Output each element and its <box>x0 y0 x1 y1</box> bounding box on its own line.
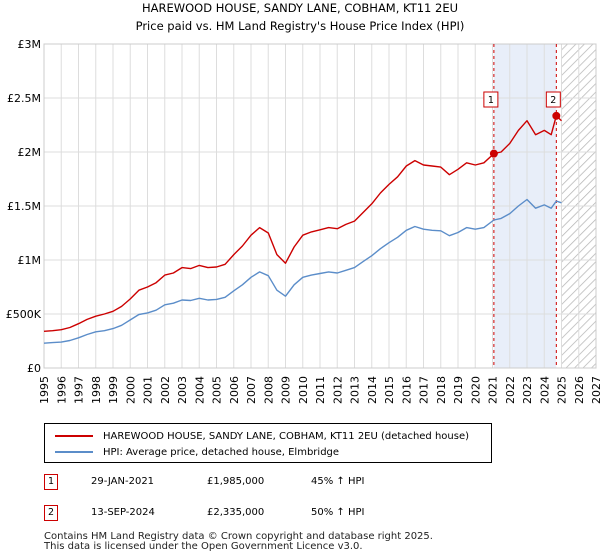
legend-label-hpi: HPI: Average price, detached house, Elmb… <box>103 446 340 458</box>
legend-swatch-hpi <box>55 451 93 453</box>
price-chart: HAREWOOD HOUSE, SANDY LANE, COBHAM, KT11… <box>6 1 600 404</box>
sale-point-1 <box>489 149 498 158</box>
x-tick-label: 2001 <box>142 376 155 404</box>
x-tick-label: 2026 <box>573 376 586 404</box>
x-tick-label: 2005 <box>211 376 224 404</box>
legend-item-hpi: HPI: Average price, detached house, Elmb… <box>55 445 339 459</box>
chart-subtitle: Price paid vs. HM Land Registry's House … <box>136 19 465 33</box>
x-tick-label: 2023 <box>521 376 534 404</box>
x-tick-label: 2025 <box>556 376 569 404</box>
sale-price-2: £2,335,000 <box>207 507 265 518</box>
legend-swatch-price <box>55 435 93 437</box>
x-tick-label: 2002 <box>159 376 172 404</box>
x-tick-label: 2004 <box>193 376 206 404</box>
x-tick-label: 1996 <box>55 376 68 404</box>
chart-title: HAREWOOD HOUSE, SANDY LANE, COBHAM, KT11… <box>142 1 458 15</box>
x-tick-label: 2024 <box>538 376 551 404</box>
x-tick-label: 2010 <box>297 376 310 404</box>
x-tick-label: 2011 <box>314 376 327 404</box>
sale-date-2: 13-SEP-2024 <box>91 507 155 518</box>
sale-row-1: 1 29-JAN-2021 £1,985,000 45% ↑ HPI <box>44 474 564 492</box>
x-tick-label: 2021 <box>487 376 500 404</box>
sale-hpi-2: 50% ↑ HPI <box>311 507 365 518</box>
price-series-line <box>43 115 562 332</box>
legend-label-price: HAREWOOD HOUSE, SANDY LANE, COBHAM, KT11… <box>103 430 470 442</box>
y-tick-label: £2.5M <box>7 92 41 105</box>
sale-point-2 <box>552 111 561 120</box>
y-tick-label: £500K <box>6 308 42 321</box>
x-tick-label: 1998 <box>90 376 103 404</box>
y-tick-label: £1M <box>18 254 42 267</box>
sale-date-1: 29-JAN-2021 <box>91 476 155 487</box>
footer-line-1: Contains HM Land Registry data © Crown c… <box>44 531 433 542</box>
x-tick-label: 1995 <box>38 376 51 404</box>
x-tick-label: 2003 <box>176 376 189 404</box>
sale-label-box-2 <box>545 91 561 108</box>
footer: Contains HM Land Registry data © Crown c… <box>44 532 433 552</box>
footer-line-2: This data is licensed under the Open Gov… <box>44 541 363 552</box>
sale-badge-2: 2 <box>44 505 58 521</box>
plot-border <box>43 43 597 369</box>
x-tick-label: 2020 <box>469 376 482 404</box>
x-tick-label: 2006 <box>228 376 241 404</box>
x-tick-label: 2008 <box>262 376 275 404</box>
x-tick-label: 2009 <box>280 376 293 404</box>
sale-hpi-1: 45% ↑ HPI <box>311 476 365 487</box>
x-tick-label: 2016 <box>400 376 413 404</box>
x-tick-label: 2019 <box>452 376 465 404</box>
sale-price-1: £1,985,000 <box>207 476 265 487</box>
plot-area: 1 2 £0 £500K £1M £1.5M £2M £2.5M £3M 1995 1996 1997… <box>6 38 600 404</box>
x-tick-label: 2022 <box>504 376 517 404</box>
x-tick-label: 2000 <box>124 376 137 404</box>
y-tick-label: £2M <box>18 146 42 159</box>
y-tick-label: £3M <box>18 38 42 51</box>
sale-label-number-2: 2 <box>550 95 556 106</box>
sale-row-2: 2 13-SEP-2024 £2,335,000 50% ↑ HPI <box>44 505 564 523</box>
hpi-series-line <box>43 198 562 344</box>
x-tick-label: 2017 <box>418 376 431 404</box>
x-tick-label: 2007 <box>245 376 258 404</box>
x-tick-label: 1997 <box>73 376 86 404</box>
legend-item-price: HAREWOOD HOUSE, SANDY LANE, COBHAM, KT11… <box>55 429 469 443</box>
sale-label-number-1: 1 <box>488 95 494 106</box>
x-tick-label: 2012 <box>331 376 344 404</box>
x-tick-label: 1999 <box>107 376 120 404</box>
sale-badge-1: 1 <box>44 474 58 490</box>
sale-label-box-1 <box>483 91 499 108</box>
x-tick-label: 2014 <box>366 376 379 404</box>
x-tick-label: 2015 <box>383 376 396 404</box>
x-tick-label: 2027 <box>590 376 600 404</box>
y-tick-label: £0 <box>27 362 41 375</box>
legend: HAREWOOD HOUSE, SANDY LANE, COBHAM, KT11… <box>44 423 492 463</box>
x-tick-label: 2018 <box>435 376 448 404</box>
y-tick-label: £1.5M <box>7 200 41 213</box>
x-tick-label: 2013 <box>349 376 362 404</box>
